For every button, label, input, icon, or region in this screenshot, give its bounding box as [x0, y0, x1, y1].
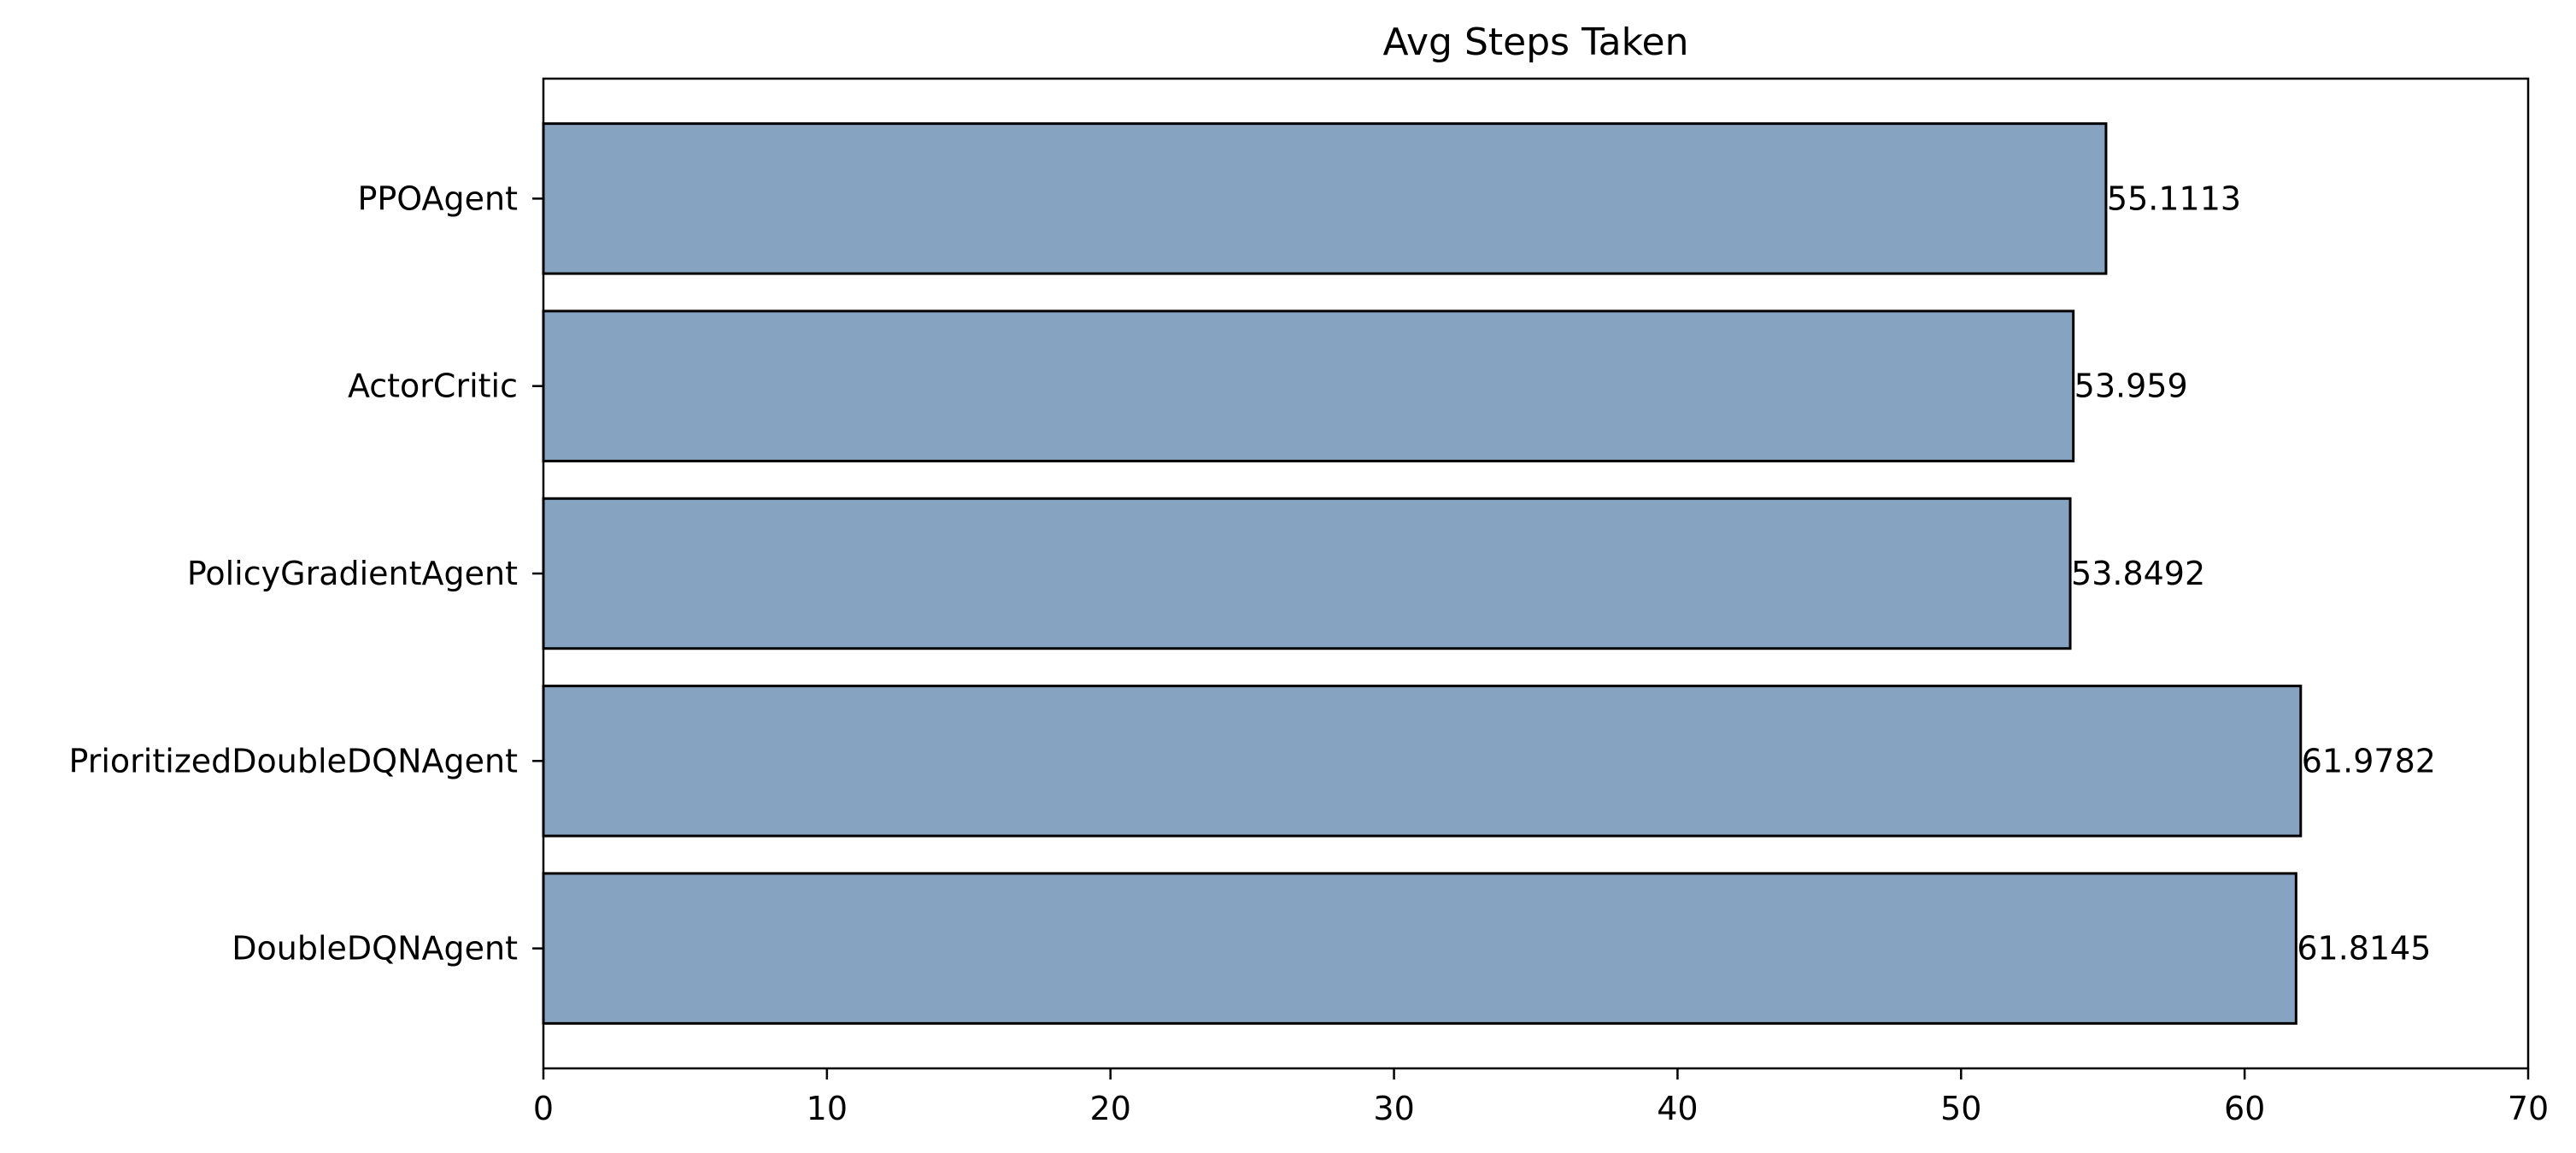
bar-PrioritizedDoubleDQNAgent	[542, 685, 2303, 838]
bar-PolicyGradientAgent	[542, 497, 2072, 650]
y-tick-label: PPOAgent	[357, 179, 518, 217]
x-tick-label: 10	[807, 1090, 848, 1127]
data-label: 61.9782	[2302, 742, 2436, 779]
data-labels-layer: 55.1113 53.959 53.8492 61.9782 61.8145	[2071, 179, 2436, 967]
data-label: 53.959	[2074, 368, 2188, 405]
y-tick-label: ActorCritic	[348, 368, 518, 405]
y-axis: PPOAgent ActorCritic PolicyGradientAgent Pr…	[69, 179, 543, 968]
bars-layer	[542, 122, 2303, 1025]
y-tick-label: PolicyGradientAgent	[187, 555, 518, 592]
x-tick-label: 70	[2508, 1090, 2549, 1127]
x-tick-label: 40	[1657, 1090, 1698, 1127]
x-axis: 0 10 20 30 40 50 60 70	[533, 1068, 2549, 1127]
bar-ActorCritic	[542, 309, 2075, 462]
data-label: 61.8145	[2297, 930, 2431, 968]
y-tick-label: PrioritizedDoubleDQNAgent	[69, 742, 519, 779]
x-tick-label: 30	[1373, 1090, 1414, 1127]
bar-PPOAgent	[542, 122, 2108, 275]
y-tick-label: DoubleDQNAgent	[232, 930, 518, 968]
data-label: 53.8492	[2071, 555, 2205, 592]
x-tick-label: 0	[533, 1090, 554, 1127]
x-tick-label: 20	[1090, 1090, 1131, 1127]
plot-frame	[542, 77, 2530, 1070]
x-tick-label: 60	[2224, 1090, 2265, 1127]
chart-title: Avg Steps Taken	[1383, 21, 1689, 64]
data-label: 55.1113	[2107, 179, 2241, 217]
bar-DoubleDQNAgent	[542, 872, 2297, 1025]
x-tick-label: 50	[1940, 1090, 1981, 1127]
